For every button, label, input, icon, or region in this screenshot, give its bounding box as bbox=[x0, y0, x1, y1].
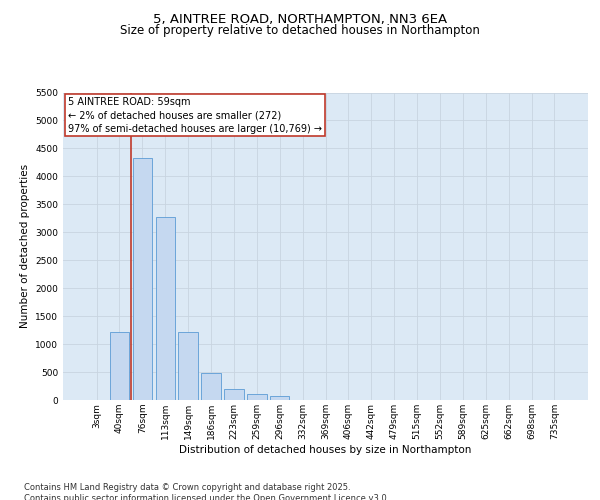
Bar bbox=[133, 158, 152, 400]
Bar bbox=[155, 216, 175, 400]
Text: Size of property relative to detached houses in Northampton: Size of property relative to detached ho… bbox=[120, 24, 480, 37]
Text: Contains HM Land Registry data © Crown copyright and database right 2025.
Contai: Contains HM Land Registry data © Crown c… bbox=[24, 482, 389, 500]
X-axis label: Distribution of detached houses by size in Northampton: Distribution of detached houses by size … bbox=[179, 444, 472, 454]
Text: 5 AINTREE ROAD: 59sqm
← 2% of detached houses are smaller (272)
97% of semi-deta: 5 AINTREE ROAD: 59sqm ← 2% of detached h… bbox=[68, 97, 322, 134]
Bar bbox=[247, 394, 266, 400]
Y-axis label: Number of detached properties: Number of detached properties bbox=[20, 164, 29, 328]
Bar bbox=[270, 396, 289, 400]
Bar bbox=[110, 332, 129, 400]
Bar bbox=[224, 389, 244, 400]
Bar bbox=[178, 332, 198, 400]
Text: 5, AINTREE ROAD, NORTHAMPTON, NN3 6EA: 5, AINTREE ROAD, NORTHAMPTON, NN3 6EA bbox=[153, 12, 447, 26]
Bar bbox=[202, 373, 221, 400]
